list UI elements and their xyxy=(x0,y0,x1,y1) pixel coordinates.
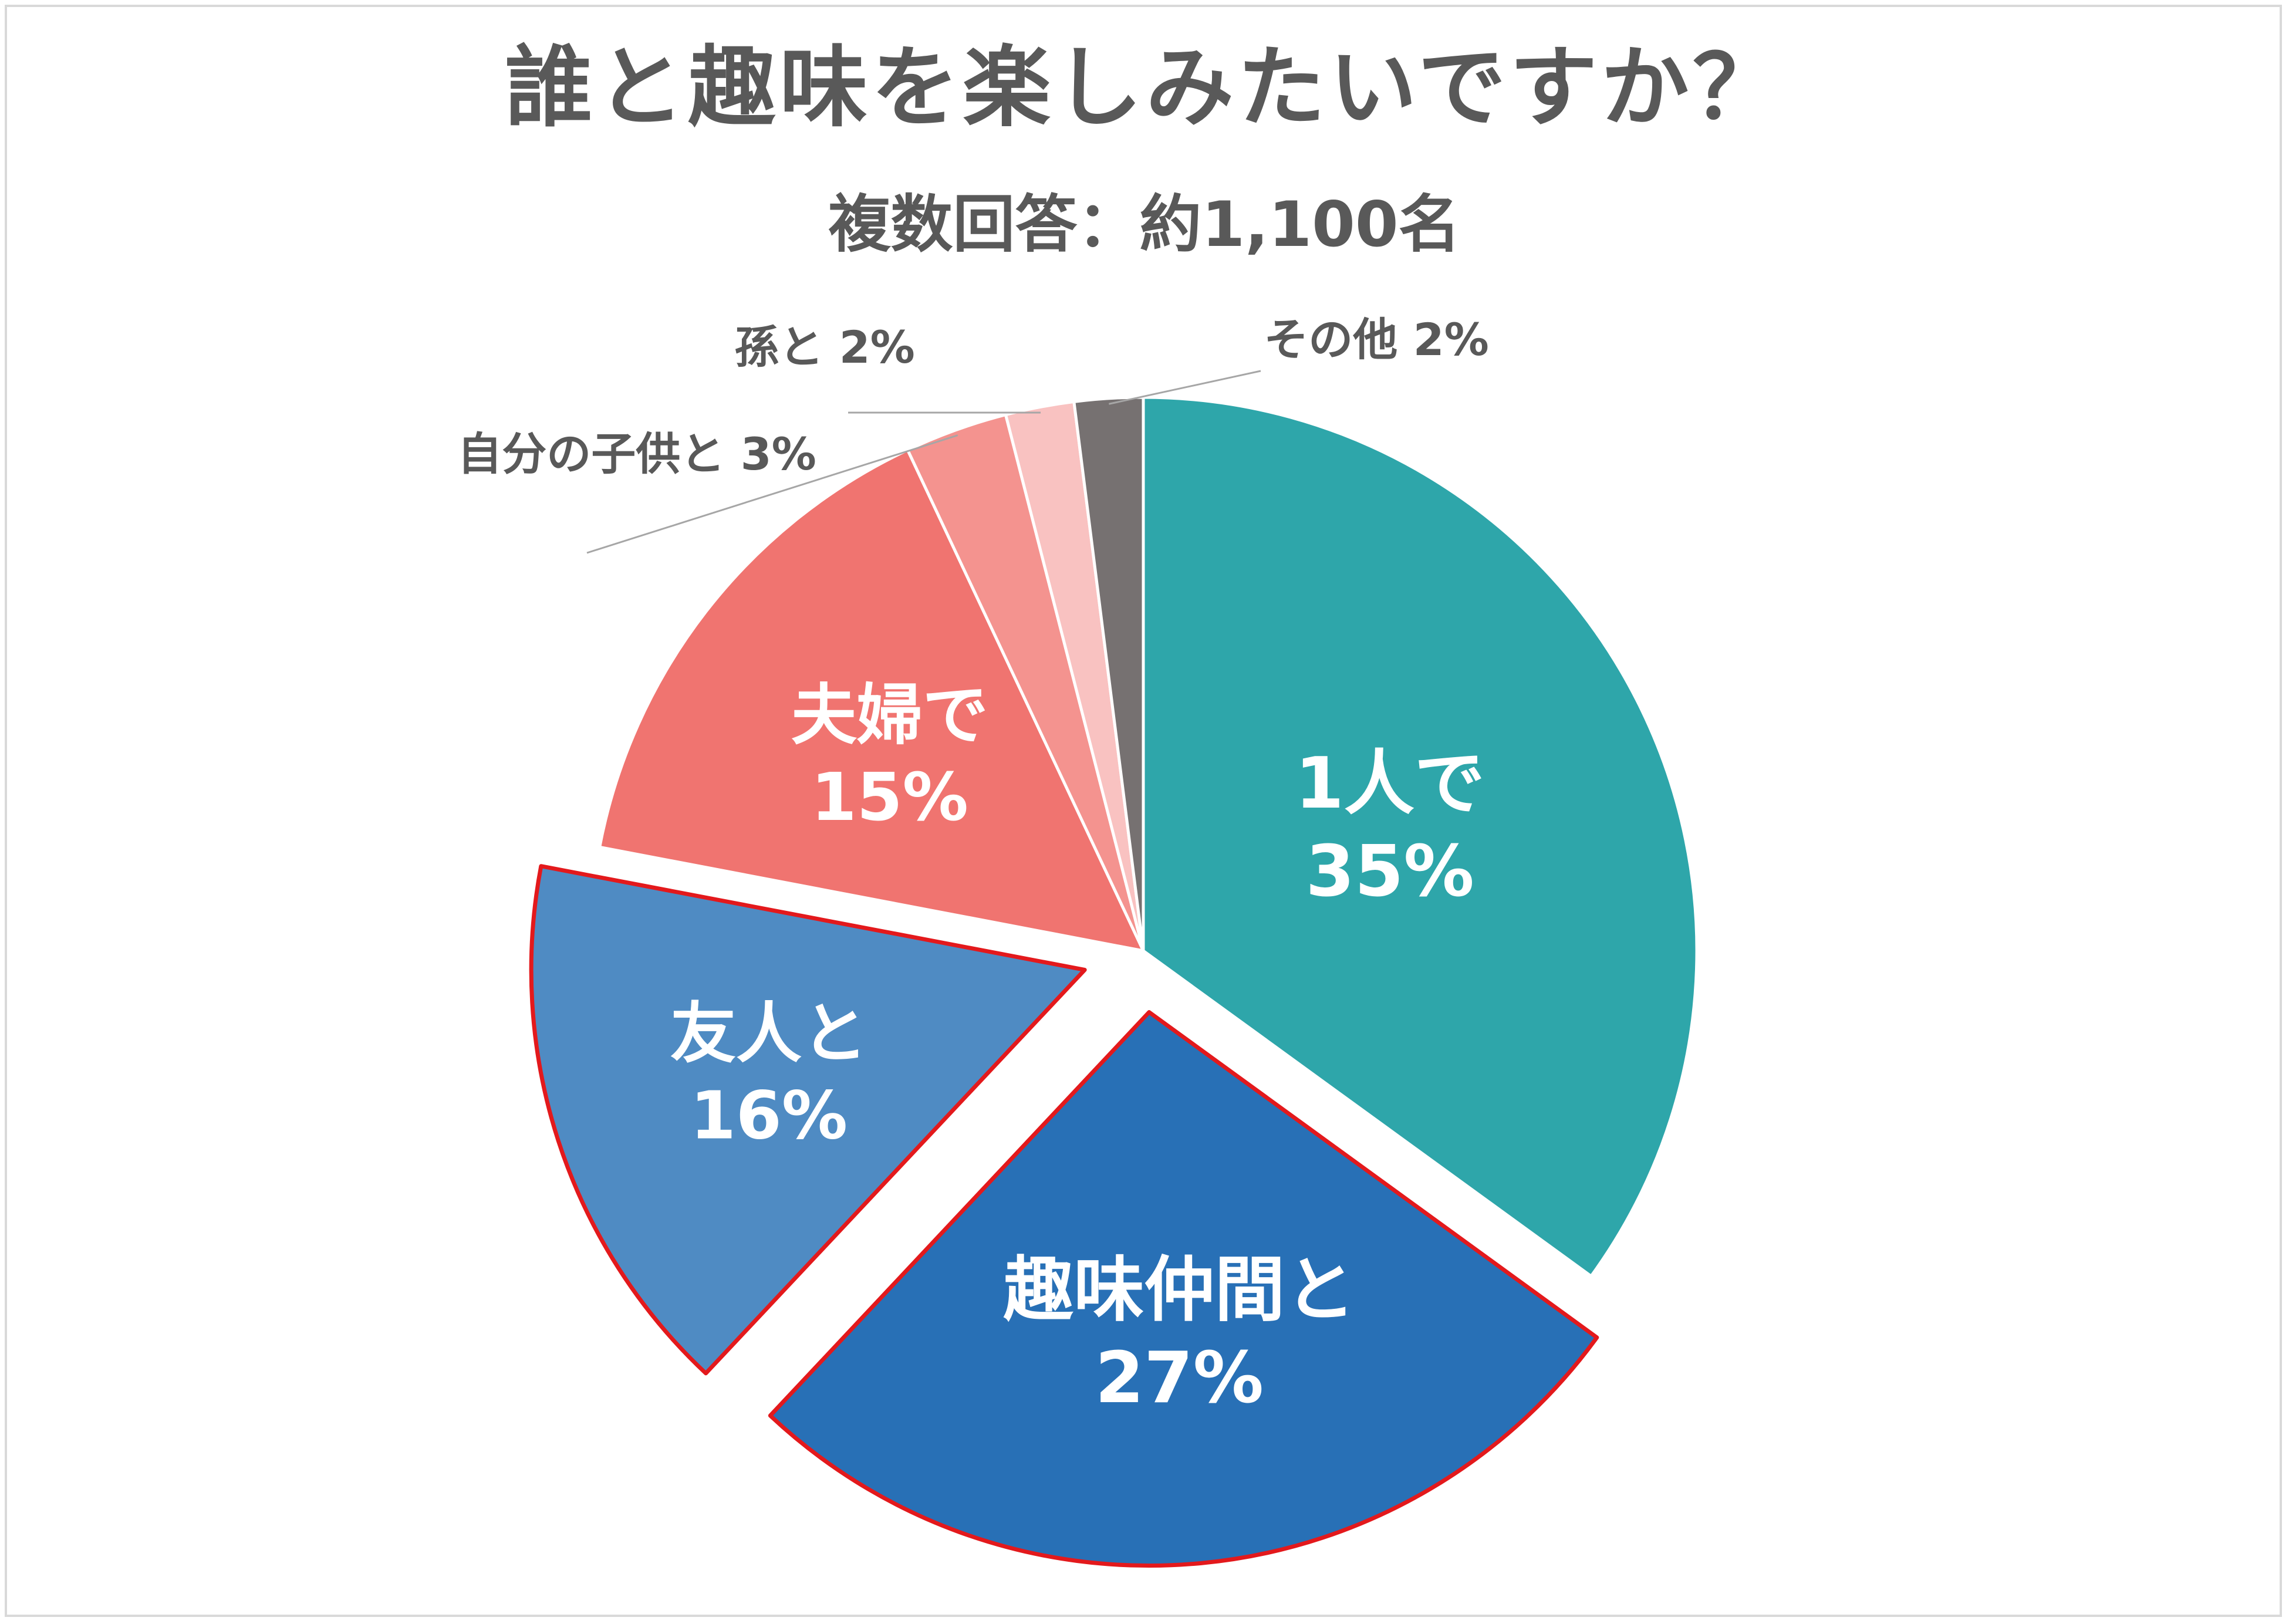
label-hitori-name: 1人で xyxy=(1295,743,1485,825)
slice-hitori xyxy=(1142,396,1699,1278)
label-jibun-no-kodomo-leader-line xyxy=(586,434,958,554)
label-fufu: 夫婦で 15% xyxy=(791,677,988,836)
chart-title: 誰と趣味を楽しみたいですか？ xyxy=(505,37,1784,139)
pie-labels: 1人で 35% 趣味仲間と 27% 友人と 16% 夫婦で 15% 自分の子供と 3% 孫と 2%… xyxy=(457,313,1489,1419)
label-hitori-value: 35% xyxy=(1305,831,1474,913)
label-yujin-value: 16% xyxy=(690,1078,848,1154)
label-yujin: 友人と 16% xyxy=(670,995,867,1154)
slice-fufu xyxy=(598,448,1145,953)
label-sonota: その他 2% xyxy=(1264,313,1489,366)
slice-yujin xyxy=(529,864,1087,1376)
label-fufu-name: 夫婦で xyxy=(791,677,988,754)
label-yujin-name: 友人と xyxy=(670,995,867,1072)
label-shumi-nakama: 趣味仲間と 27% xyxy=(1003,1250,1355,1419)
label-shumi-nakama-value: 27% xyxy=(1095,1338,1264,1419)
label-jibun-no-kodomo: 自分の子供と 3% xyxy=(457,428,816,480)
pie-slices xyxy=(529,396,1699,1568)
slice-shumi-nakama xyxy=(768,1010,1599,1568)
chart-subtitle: 複数回答：約1,100名 xyxy=(828,188,1461,261)
label-fufu-value: 15% xyxy=(811,759,968,836)
label-shumi-nakama-name: 趣味仲間と xyxy=(1003,1250,1355,1331)
label-mago: 孫と 2% xyxy=(734,321,915,373)
label-sonota-leader-line xyxy=(1109,370,1261,405)
label-hitori: 1人で 35% xyxy=(1295,743,1485,913)
leader-lines xyxy=(586,370,1261,554)
